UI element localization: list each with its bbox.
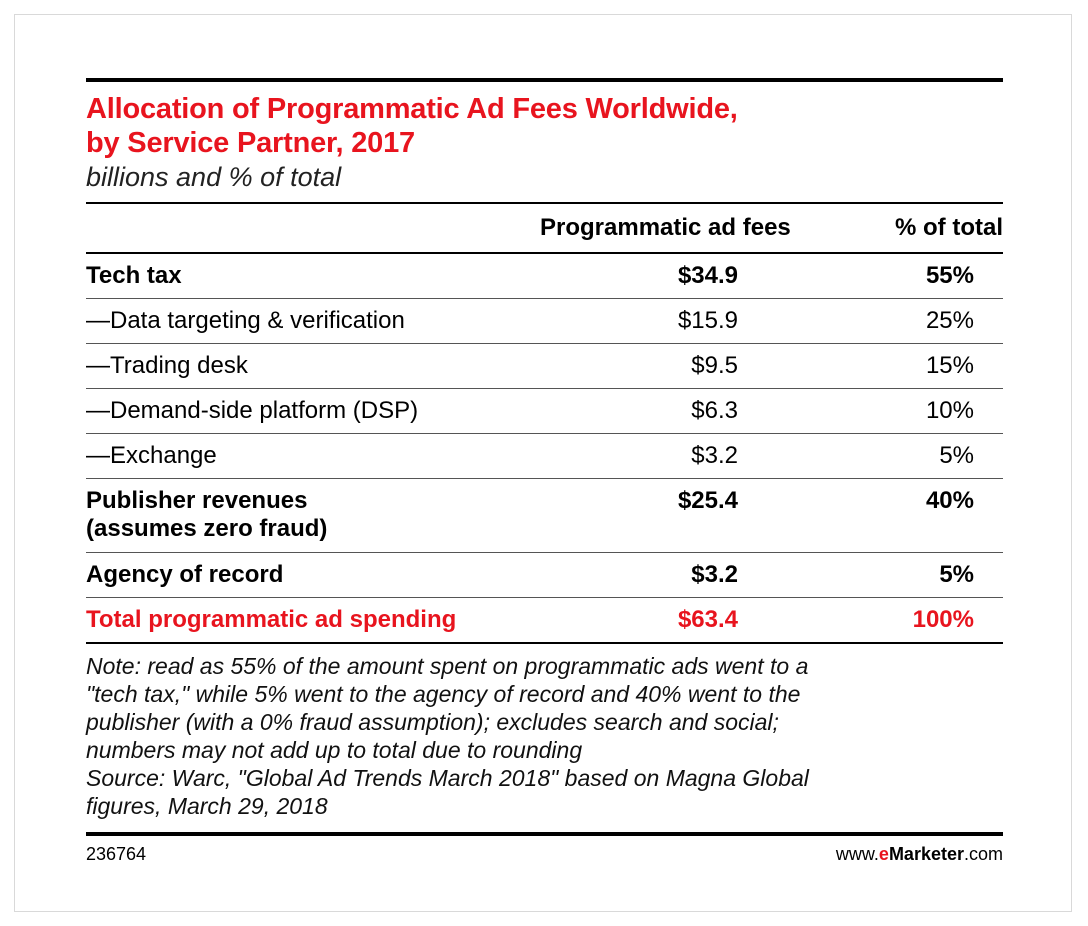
row-pct: 25% bbox=[925, 307, 974, 334]
row-fees: $3.2 bbox=[691, 442, 738, 469]
header-pct: % of total bbox=[895, 214, 1003, 241]
header-fees: Programmatic ad fees bbox=[540, 214, 791, 241]
row-label: —Data targeting & verification bbox=[86, 307, 405, 334]
row-fees: $25.4 bbox=[677, 487, 738, 514]
chart-footer: 236764 www.eMarketer.com bbox=[86, 832, 1003, 865]
row-label: —Demand-side platform (DSP) bbox=[86, 397, 419, 424]
row-fees: $9.5 bbox=[691, 352, 738, 379]
row-pct: 10% bbox=[925, 397, 974, 424]
table-row-total: Total programmatic ad spending $63.4 100… bbox=[86, 598, 1003, 644]
note-line: publisher (with a 0% fraud assumption); … bbox=[86, 709, 779, 735]
row-pct: 40% bbox=[925, 487, 974, 514]
row-label: Tech tax bbox=[86, 262, 182, 289]
row-label: —Exchange bbox=[86, 442, 217, 469]
table-row: Agency of record $3.2 5% bbox=[86, 553, 1003, 598]
row-pct: 5% bbox=[939, 561, 974, 588]
brand-e: e bbox=[878, 844, 889, 864]
table-row: —Data targeting & verification $15.9 25% bbox=[86, 299, 1003, 344]
title-line-1: Allocation of Programmatic Ad Fees World… bbox=[86, 93, 738, 125]
source-line: Source: Warc, "Global Ad Trends March 20… bbox=[86, 765, 809, 791]
row-label: Agency of record bbox=[86, 561, 284, 588]
row-fees: $34.9 bbox=[677, 262, 738, 289]
chart-content: Allocation of Programmatic Ad Fees World… bbox=[86, 78, 1003, 865]
chart-id: 236764 bbox=[86, 844, 147, 864]
row-label-line-1: Publisher revenues bbox=[86, 487, 308, 514]
note-line: Note: read as 55% of the amount spent on… bbox=[86, 653, 809, 679]
row-fees: $3.2 bbox=[691, 561, 738, 588]
row-pct: 55% bbox=[925, 262, 974, 289]
table-row: —Exchange $3.2 5% bbox=[86, 434, 1003, 479]
brand-marketer: Marketer bbox=[888, 844, 964, 864]
note-line: numbers may not add up to total due to r… bbox=[86, 737, 583, 763]
header-rule bbox=[86, 202, 1003, 204]
chart-card bbox=[14, 14, 1072, 912]
row-label: Publisher revenues (assumes zero fraud) bbox=[86, 487, 626, 543]
row-label: —Trading desk bbox=[86, 352, 248, 379]
table-row: —Demand-side platform (DSP) $6.3 10% bbox=[86, 389, 1003, 434]
row-pct: 15% bbox=[925, 352, 974, 379]
brand-prefix: www. bbox=[835, 844, 879, 864]
row-fees: $63.4 bbox=[677, 606, 738, 633]
row-label-line-2: (assumes zero fraud) bbox=[86, 515, 328, 542]
chart-subtitle: billions and % of total bbox=[86, 162, 342, 192]
row-pct: 5% bbox=[939, 442, 974, 469]
brand-logo: www.eMarketer.com bbox=[836, 844, 1003, 865]
top-rule bbox=[86, 78, 1003, 82]
source-line: figures, March 29, 2018 bbox=[86, 793, 328, 819]
row-pct: 100% bbox=[912, 606, 974, 633]
chart-notes: Note: read as 55% of the amount spent on… bbox=[86, 652, 1003, 820]
brand-suffix: .com bbox=[963, 844, 1003, 864]
table-header: Programmatic ad fees % of total bbox=[86, 204, 1003, 254]
table-row: Tech tax $34.9 55% bbox=[86, 254, 1003, 299]
note-line: "tech tax," while 5% went to the agency … bbox=[86, 681, 801, 707]
table-row: —Trading desk $9.5 15% bbox=[86, 344, 1003, 389]
row-label: Total programmatic ad spending bbox=[86, 606, 457, 633]
row-fees: $6.3 bbox=[691, 397, 738, 424]
table-row: Publisher revenues (assumes zero fraud) … bbox=[86, 479, 1003, 553]
row-fees: $15.9 bbox=[677, 307, 738, 334]
chart-title: Allocation of Programmatic Ad Fees World… bbox=[86, 92, 1003, 160]
title-line-2: by Service Partner, 2017 bbox=[86, 127, 415, 159]
